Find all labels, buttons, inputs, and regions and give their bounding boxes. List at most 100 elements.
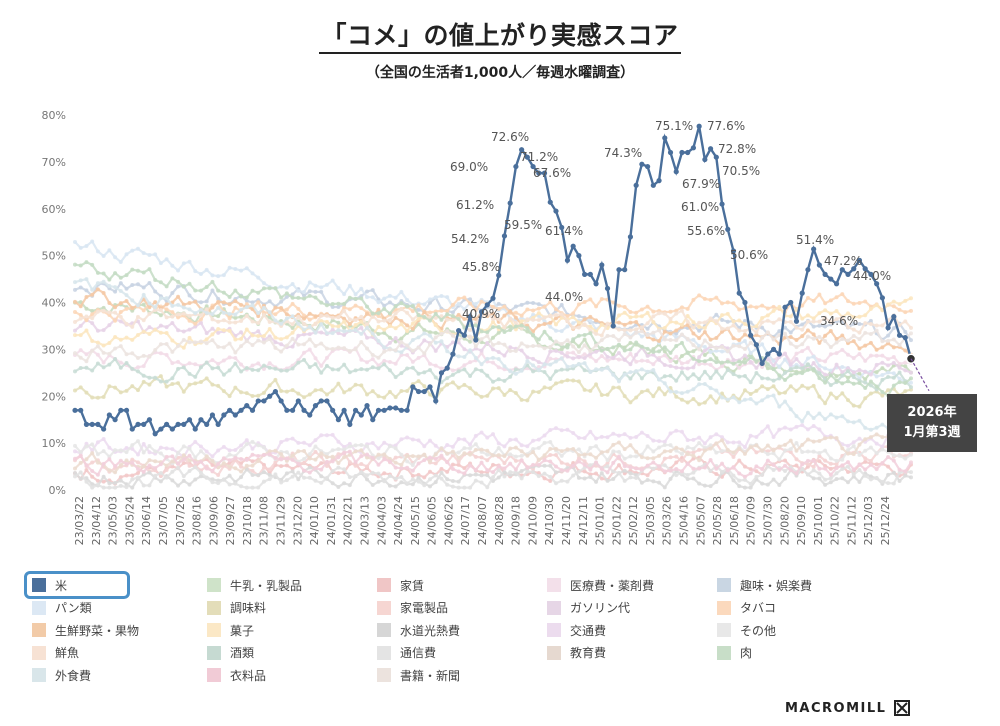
legend-swatch: [717, 600, 731, 615]
rice-series-point: [478, 309, 485, 315]
rice-series-point: [364, 403, 370, 409]
background-series-point: [153, 347, 158, 352]
legend-item: 教育費: [547, 643, 606, 663]
background-series-point: [691, 320, 696, 325]
background-series-point: [130, 366, 135, 371]
background-series-point: [216, 296, 221, 301]
background-series-point: [445, 349, 450, 354]
background-series-point: [697, 324, 702, 329]
background-series-point: [651, 460, 656, 465]
background-series-point: [542, 476, 547, 481]
background-series-point: [176, 294, 181, 299]
background-series-point: [485, 330, 490, 335]
background-series-point: [536, 317, 541, 322]
legend-item: 生鮮野菜・果物: [32, 620, 139, 640]
background-series-point: [365, 367, 370, 372]
background-series-point: [513, 437, 518, 442]
background-series-point: [462, 437, 467, 442]
background-series-point: [616, 463, 621, 468]
background-series-point: [370, 365, 375, 370]
rice-series-point: [387, 405, 393, 411]
background-series-point: [863, 473, 868, 478]
legend: 米牛乳・乳製品 家賃 医療費・薬剤費 趣味・娯楽費 パン類 調味料 家電製品 ガソリン代 タバコ…: [24, 571, 904, 693]
legend-label: 外食費: [55, 668, 92, 683]
background-series-point: [101, 485, 106, 490]
background-series-point: [771, 366, 776, 371]
background-series-point: [428, 368, 433, 373]
background-series-point: [233, 350, 238, 355]
background-series-point: [886, 338, 891, 343]
background-series-point: [760, 303, 765, 308]
background-series-point: [811, 423, 816, 428]
background-series-point: [107, 248, 112, 253]
legend-item: 家電製品: [377, 598, 448, 618]
background-series-point: [187, 318, 192, 323]
background-series-point: [559, 478, 564, 483]
background-series-point: [164, 296, 169, 301]
background-series-point: [187, 340, 192, 345]
background-series-point: [410, 477, 415, 482]
background-series-point: [353, 382, 358, 387]
background-series-point: [708, 468, 713, 473]
background-series-point: [284, 463, 289, 468]
background-series-point: [250, 446, 255, 451]
background-series-point: [571, 344, 576, 349]
background-series-point: [553, 470, 558, 475]
background-series-point: [897, 322, 902, 327]
background-series-point: [553, 452, 558, 457]
background-series-point: [657, 357, 662, 362]
background-series-point: [817, 376, 822, 381]
background-series-point: [290, 469, 295, 474]
background-series-point: [599, 367, 604, 372]
background-series-point: [639, 430, 644, 435]
rice-series-point: [198, 417, 204, 423]
background-series-point: [307, 465, 312, 470]
background-series-point: [771, 384, 776, 389]
legend-label: 書籍・新聞: [400, 668, 461, 683]
background-series-point: [657, 328, 662, 333]
background-series-point: [370, 311, 375, 316]
background-series-point: [863, 343, 868, 348]
background-series-point: [330, 432, 335, 437]
background-series-point: [668, 309, 673, 314]
background-series-point: [645, 463, 650, 468]
background-series-point: [256, 473, 261, 478]
background-series-point: [290, 474, 295, 479]
background-series-point: [210, 338, 215, 343]
background-series-point: [708, 446, 713, 451]
background-series-point: [324, 282, 329, 287]
background-series-point: [531, 438, 536, 443]
background-series-point: [742, 464, 747, 469]
background-series-point: [657, 453, 662, 458]
background-series-point: [903, 380, 908, 385]
background-series-point: [823, 315, 828, 320]
background-series-point: [279, 389, 284, 394]
background-series-point: [410, 463, 415, 468]
background-series-point: [662, 392, 667, 397]
background-series-point: [691, 470, 696, 475]
background-series-point: [204, 475, 209, 480]
background-series-point: [846, 419, 851, 424]
background-series-point: [216, 314, 221, 319]
background-series-point: [605, 470, 610, 475]
background-series-point: [531, 333, 536, 338]
background-series-point: [95, 344, 100, 349]
background-series-point: [433, 363, 438, 368]
background-series-point: [164, 284, 169, 289]
background-series-point: [828, 466, 833, 471]
x-tick-label: 24/08/28: [493, 496, 506, 545]
background-series-point: [708, 337, 713, 342]
background-series-point: [359, 454, 364, 459]
background-series-point: [359, 286, 364, 291]
background-series-point: [399, 301, 404, 306]
background-series-point: [628, 335, 633, 340]
background-series-point: [422, 331, 427, 336]
background-series-point: [863, 380, 868, 385]
background-series-point: [909, 370, 913, 375]
background-series-point: [296, 477, 301, 482]
background-series-point: [382, 330, 387, 335]
background-series-point: [605, 321, 610, 326]
background-series-point: [193, 455, 198, 460]
background-series-point: [347, 449, 352, 454]
rice-series-point: [593, 281, 599, 287]
